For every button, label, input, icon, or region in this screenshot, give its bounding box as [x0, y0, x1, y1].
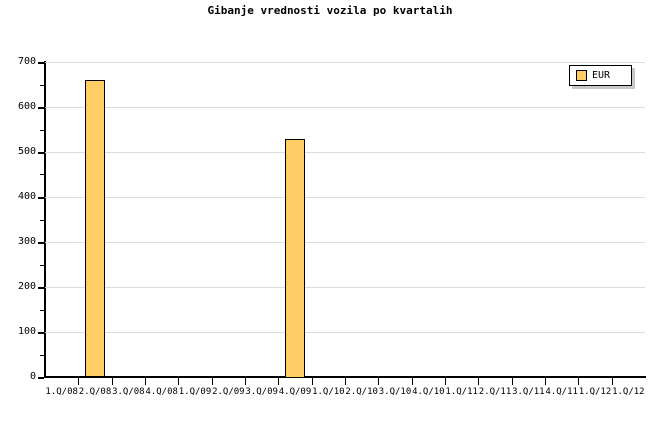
gridline [45, 332, 645, 333]
x-axis-tick [345, 378, 346, 385]
y-axis-tick-label: 0 [29, 371, 36, 382]
x-axis-tick [378, 378, 379, 385]
x-axis-tick [445, 378, 446, 385]
x-axis-tick-label: 2.Q/11 [478, 387, 512, 397]
legend-label-eur: EUR [592, 69, 611, 81]
y-axis-tick-label: 300 [17, 236, 36, 247]
x-axis-tick [112, 378, 113, 385]
x-axis-tick [145, 378, 146, 385]
x-axis-tick [178, 378, 179, 385]
x-axis-tick-label: 2.Q/10 [345, 387, 378, 397]
gridline [45, 242, 645, 243]
x-axis-tick-label: 1.Q/08 [45, 387, 78, 397]
legend-inner: EUR [570, 66, 631, 85]
x-axis-tick-label: 3.Q/10 [378, 387, 412, 397]
y-axis-tick [38, 287, 44, 289]
x-axis-tick-label: 2.Q/09 [212, 387, 245, 397]
gridline [45, 107, 645, 108]
x-axis-tick [278, 378, 279, 385]
y-axis-minor-tick [40, 174, 44, 175]
gridline [45, 287, 645, 288]
x-axis-tick-label: 2.Q/08 [78, 387, 112, 397]
x-axis-tick [412, 378, 413, 385]
chart-legend[interactable]: EUR [569, 65, 632, 86]
x-axis-tick [312, 378, 313, 385]
y-axis-minor-tick [40, 220, 44, 221]
x-axis-tick-label: 4.Q/11 [545, 387, 578, 397]
y-axis-tick [38, 332, 44, 334]
x-axis-tick-label: 1.Q/09 [178, 387, 212, 397]
y-axis-tick [38, 377, 44, 379]
gridline [45, 197, 645, 198]
y-axis-minor-tick [40, 85, 44, 86]
x-axis-tick [245, 378, 246, 385]
y-axis-minor-tick [40, 355, 44, 356]
y-axis-minor-tick [40, 130, 44, 131]
chart-title: Gibanje vrednosti vozila po kvartalih [207, 4, 453, 17]
y-axis-tick-label: 400 [17, 191, 36, 202]
x-axis-tick-label: 1.Q/12 [578, 387, 612, 397]
gridline [45, 62, 645, 63]
x-axis-tick-label: 4.Q/10 [412, 387, 445, 397]
x-axis-tick-label: 4.Q/08 [145, 387, 178, 397]
x-axis-tick-label: 1.Q/12 [612, 387, 645, 397]
y-axis-minor-tick [40, 310, 44, 311]
y-axis-tick-label: 600 [17, 101, 36, 112]
x-axis-tick [545, 378, 546, 385]
x-axis-tick-label: 4.Q/09 [278, 387, 312, 397]
y-axis-tick-label: 700 [17, 56, 36, 67]
y-axis-tick [38, 107, 44, 109]
x-axis-tick-label: 3.Q/08 [112, 387, 145, 397]
plot-area [45, 62, 645, 378]
bar[interactable] [285, 139, 305, 378]
y-axis-tick [38, 197, 44, 199]
y-axis-tick [38, 242, 44, 244]
y-axis-tick [38, 62, 44, 64]
x-axis-tick [612, 378, 613, 385]
y-axis-line [44, 61, 46, 378]
x-axis-tick [78, 378, 79, 385]
gridline [45, 152, 645, 153]
x-axis-tick-label: 1.Q/11 [445, 387, 478, 397]
x-axis-tick [212, 378, 213, 385]
x-axis-tick-label: 3.Q/11 [512, 387, 545, 397]
x-axis-tick [512, 378, 513, 385]
y-axis-tick-label: 500 [17, 146, 36, 157]
x-axis-tick [478, 378, 479, 385]
x-axis-tick-label: 1.Q/10 [312, 387, 345, 397]
x-axis-tick-label: 3.Q/09 [245, 387, 278, 397]
y-axis-minor-tick [40, 265, 44, 266]
y-axis-tick [38, 152, 44, 154]
y-axis-tick-label: 200 [17, 281, 36, 292]
y-axis-labels: 0 100 200 300 400 500 600 700 [0, 0, 36, 440]
x-axis-line [44, 376, 646, 378]
bar[interactable] [85, 80, 105, 377]
x-axis-tick [578, 378, 579, 385]
y-axis-tick-label: 100 [17, 326, 36, 337]
legend-swatch-eur [576, 70, 587, 81]
